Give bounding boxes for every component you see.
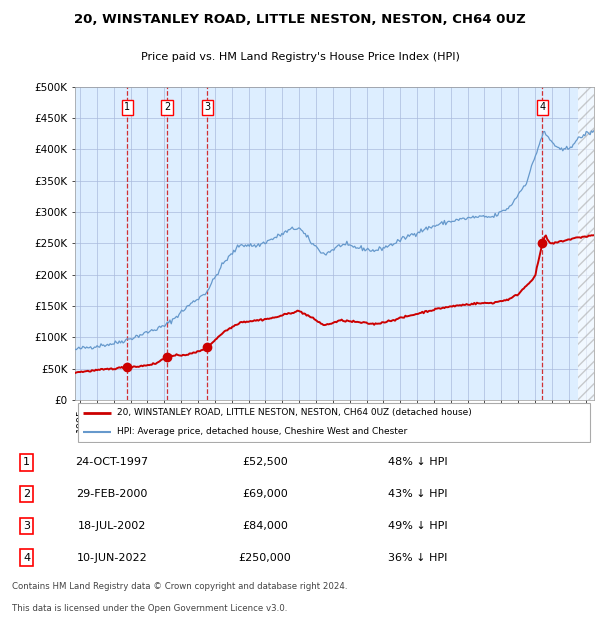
FancyBboxPatch shape bbox=[77, 403, 590, 441]
Text: £69,000: £69,000 bbox=[242, 489, 287, 499]
Text: HPI: Average price, detached house, Cheshire West and Chester: HPI: Average price, detached house, Ches… bbox=[116, 427, 407, 436]
Text: £84,000: £84,000 bbox=[242, 521, 287, 531]
Text: 49% ↓ HPI: 49% ↓ HPI bbox=[388, 521, 448, 531]
Text: £250,000: £250,000 bbox=[238, 552, 291, 562]
Text: 20, WINSTANLEY ROAD, LITTLE NESTON, NESTON, CH64 0UZ: 20, WINSTANLEY ROAD, LITTLE NESTON, NEST… bbox=[74, 12, 526, 25]
Text: 1: 1 bbox=[23, 458, 30, 467]
Text: Contains HM Land Registry data © Crown copyright and database right 2024.: Contains HM Land Registry data © Crown c… bbox=[12, 582, 347, 591]
Text: 1: 1 bbox=[124, 102, 130, 112]
Text: 29-FEB-2000: 29-FEB-2000 bbox=[76, 489, 148, 499]
Text: 3: 3 bbox=[23, 521, 30, 531]
Text: 24-OCT-1997: 24-OCT-1997 bbox=[75, 458, 148, 467]
Text: 3: 3 bbox=[204, 102, 210, 112]
Text: 18-JUL-2002: 18-JUL-2002 bbox=[77, 521, 146, 531]
Bar bbox=[578, 87, 594, 400]
Text: This data is licensed under the Open Government Licence v3.0.: This data is licensed under the Open Gov… bbox=[12, 604, 287, 613]
Text: 2: 2 bbox=[164, 102, 170, 112]
Text: 48% ↓ HPI: 48% ↓ HPI bbox=[388, 458, 448, 467]
Text: 10-JUN-2022: 10-JUN-2022 bbox=[76, 552, 147, 562]
Text: 20, WINSTANLEY ROAD, LITTLE NESTON, NESTON, CH64 0UZ (detached house): 20, WINSTANLEY ROAD, LITTLE NESTON, NEST… bbox=[116, 408, 471, 417]
Text: 36% ↓ HPI: 36% ↓ HPI bbox=[388, 552, 447, 562]
Bar bbox=[578, 87, 594, 400]
Text: 4: 4 bbox=[23, 552, 30, 562]
Text: 2: 2 bbox=[23, 489, 30, 499]
Text: £52,500: £52,500 bbox=[242, 458, 287, 467]
Text: Price paid vs. HM Land Registry's House Price Index (HPI): Price paid vs. HM Land Registry's House … bbox=[140, 52, 460, 62]
Text: 43% ↓ HPI: 43% ↓ HPI bbox=[388, 489, 448, 499]
Text: 4: 4 bbox=[539, 102, 545, 112]
